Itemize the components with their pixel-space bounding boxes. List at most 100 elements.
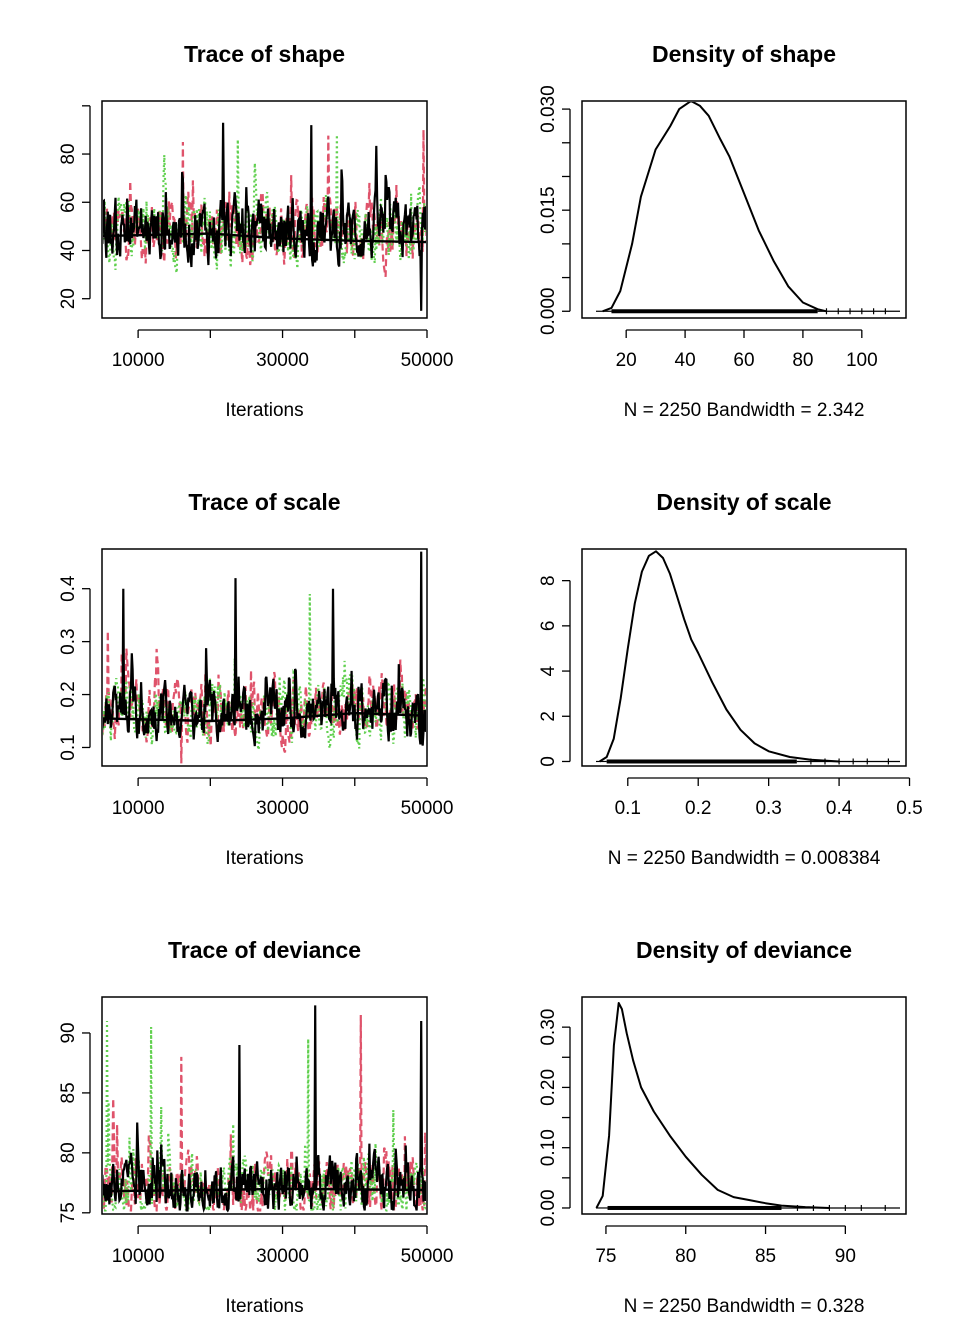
x-axis: 10000 30000 50000 [112,1225,454,1267]
x-tick-label: 85 [755,1246,776,1267]
y-tick-label: 0.1 [58,734,79,760]
y-tick-label: 2 [538,711,559,722]
density-subtitle: N = 2250 Bandwidth = 2.342 [624,400,865,421]
x-axis: 10000 30000 50000 [112,329,454,371]
plot-area [596,102,900,315]
density-curve [595,1002,830,1209]
plot-title: Density of shape [652,41,836,67]
x-tick-label: 10000 [112,350,165,371]
x-tick-label: 30000 [256,350,309,371]
density-curve [602,102,827,313]
y-axis: 0 2 4 6 8 [538,575,571,767]
trace-series-chain-1 [103,551,426,747]
x-tick-label: 0.3 [755,798,781,819]
x-tick-label: 80 [675,1246,696,1267]
plot-area [103,551,426,764]
x-tick-label: 0.5 [896,798,922,819]
x-tick-label: 10000 [112,798,165,819]
trace-series-chain-1 [103,1005,426,1213]
plot-area [596,550,900,765]
x-tick-label: 90 [835,1246,856,1267]
plot-title: Density of deviance [636,937,852,963]
x-axis-label: Iterations [225,848,303,869]
running-mean-line [103,1187,426,1193]
y-tick-label: 0.030 [538,85,559,133]
density-subtitle: N = 2250 Bandwidth = 0.008384 [608,848,881,869]
plot-frame [101,996,428,1215]
x-tick-label: 30000 [256,1246,309,1267]
x-tick-label: 75 [595,1246,616,1267]
x-tick-label: 50000 [401,798,454,819]
running-mean-line [103,232,426,244]
y-tick-label: 6 [538,621,559,632]
y-axis: 20 40 60 80 [58,105,91,309]
x-tick-label: 0.1 [615,798,641,819]
x-tick-label: 50000 [401,1246,454,1267]
y-tick-label: 0.000 [538,287,559,335]
running-mean-line [103,711,426,723]
y-tick-label: 75 [58,1202,79,1223]
y-tick-label: 80 [58,1142,79,1163]
y-tick-label: 0.3 [58,628,79,654]
panel-trace-shape: Trace of shape 10000 30000 50000 20 40 60 80 Ite… [58,41,453,421]
x-axis-label: Iterations [225,400,303,421]
x-axis-label: Iterations [225,1296,303,1317]
x-tick-label: 60 [733,350,754,371]
density-curve [599,550,840,763]
plot-frame [101,548,428,767]
plot-area [595,1002,900,1211]
rug-band [611,309,818,314]
rug-band [606,759,797,764]
y-tick-label: 60 [58,192,79,213]
y-tick-label: 0.10 [538,1129,559,1166]
x-axis: 20 40 60 80 100 [616,329,878,371]
y-tick-label: 0 [538,756,559,767]
plot-frame [581,996,907,1215]
y-tick-label: 90 [58,1022,79,1043]
y-tick-label: 0.2 [58,681,79,707]
y-tick-label: 0.30 [538,1009,559,1046]
plot-title: Trace of scale [188,489,340,515]
y-tick-label: 0.4 [58,575,79,602]
x-tick-label: 40 [675,350,696,371]
x-axis: 75 80 85 90 [595,1225,856,1267]
plot-frame [101,100,428,319]
x-tick-label: 20 [616,350,637,371]
plot-area [103,1005,426,1213]
plot-title: Density of scale [656,489,831,515]
x-axis: 0.1 0.2 0.3 0.4 0.5 [615,777,923,819]
x-tick-label: 0.4 [826,798,853,819]
trace-series-chain-3 [103,1020,426,1213]
x-tick-label: 30000 [256,798,309,819]
x-axis: 10000 30000 50000 [112,777,454,819]
x-tick-label: 100 [846,350,878,371]
y-axis: 0.1 0.2 0.3 0.4 [58,575,91,761]
y-axis: 75 80 85 90 [58,1022,91,1223]
y-tick-label: 0.015 [538,186,559,234]
y-tick-label: 20 [58,288,79,309]
y-axis: 0.000 0.015 0.030 [538,85,571,335]
plot-title: Trace of deviance [168,937,361,963]
rug-band [607,1205,782,1210]
y-tick-label: 0.00 [538,1189,559,1226]
y-axis: 0.00 0.10 0.20 0.30 [538,1009,571,1226]
y-tick-label: 80 [58,143,79,164]
x-tick-label: 10000 [112,1246,165,1267]
y-tick-label: 8 [538,575,559,586]
plot-title: Trace of shape [184,41,345,67]
panel-density-scale: Density of scale 0.1 0.2 0.3 0.4 0.5 0 2 4 6 8 N = … [538,489,923,869]
y-tick-label: 85 [58,1082,79,1103]
plot-frame [581,100,907,319]
plot-area [103,122,426,311]
y-tick-label: 40 [58,240,79,261]
plot-frame [581,548,907,767]
x-tick-label: 50000 [401,350,454,371]
y-tick-label: 0.20 [538,1069,559,1106]
x-tick-label: 0.2 [685,798,711,819]
x-tick-label: 80 [792,350,813,371]
y-tick-label: 4 [538,665,559,676]
